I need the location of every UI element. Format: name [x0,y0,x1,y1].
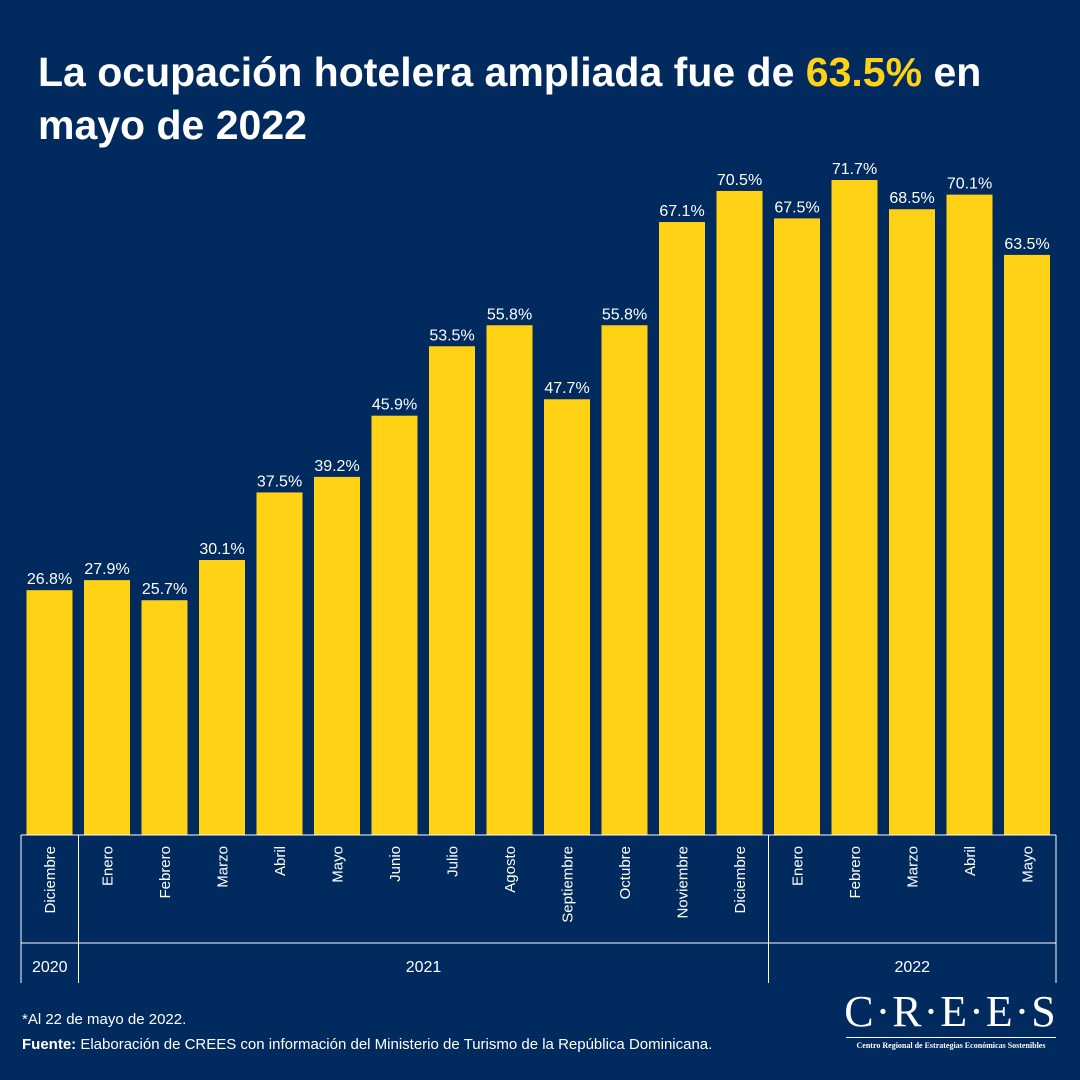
bar-chart: 26.8% Diciembre 27.9% Enero 25.7% Febrero 30.1… [20,161,1057,983]
bar-value-label: 68.5% [889,190,934,207]
month-label: Mayo [329,846,346,883]
year-label: 2021 [406,959,442,976]
bar-value-label: 26.8% [27,571,72,588]
chart-title: La ocupación hotelera ampliada fue de 63… [38,46,1038,152]
bar-value-label: 70.5% [717,172,762,189]
bar-value-label: 71.7% [832,161,877,178]
bar [716,190,763,835]
bar [84,580,130,835]
source-text: Elaboración de CREES con información del… [76,1036,713,1053]
bar [256,492,303,835]
logo-wordmark: C·R·E·E·S [844,987,1058,1036]
year-label: 2020 [32,959,68,976]
bar [1004,254,1050,835]
bar [601,325,648,835]
month-label: Agosto [502,846,519,893]
month-label: Diciembre [42,846,59,914]
bar [831,180,878,835]
month-label: Abril [272,846,289,876]
month-label: Febrero [157,846,174,899]
month-label: Marzo [214,846,231,888]
bar-value-label: 25.7% [142,581,187,598]
bar-value-label: 63.5% [1004,236,1049,253]
month-label: Enero [789,846,806,886]
title-part2: en mayo de 2022 [38,49,982,148]
month-label: Febrero [847,846,864,899]
footnote: *Al 22 de mayo de 2022. [22,1011,187,1028]
source-note: Fuente: Elaboración de CREES con informa… [22,1036,712,1053]
bar-value-label: 67.5% [774,199,819,216]
bar-value-label: 27.9% [84,561,129,578]
bar [486,325,533,835]
month-label: Abril [962,846,979,876]
bar [659,222,705,835]
bar-value-label: 45.9% [372,397,417,414]
bar [544,399,590,835]
bar-value-label: 55.8% [487,306,532,323]
bar-value-label: 30.1% [199,541,244,558]
bar [314,476,360,835]
month-label: Mayo [1019,846,1036,883]
month-label: Noviembre [674,846,691,919]
month-label: Julio [444,846,461,877]
bar [774,218,820,836]
bar-value-label: 53.5% [429,327,474,344]
bar [141,600,188,835]
month-label: Octubre [617,846,634,899]
bar [371,415,418,835]
bar-value-label: 37.5% [257,473,302,490]
bar-value-label: 55.8% [602,306,647,323]
bar-value-label: 67.1% [659,203,704,220]
logo-divider [846,1037,1056,1038]
month-label: Septiembre [559,846,576,923]
month-label: Enero [99,846,116,886]
month-label: Junio [387,846,404,882]
bar [429,346,475,835]
title-highlight: 63.5% [805,49,923,95]
bar-value-label: 70.1% [947,176,992,193]
logo-subtitle: Centro Regional de Estrategias Económica… [856,1041,1046,1050]
month-label: Marzo [904,846,921,888]
crees-logo: C·R·E·E·S Centro Regional de Estrategias… [842,988,1060,1054]
bar [199,560,245,835]
title-part1: La ocupación hotelera ampliada fue de [38,49,806,95]
bar-value-label: 47.7% [544,380,589,397]
bar [889,209,935,835]
year-label: 2022 [894,959,930,976]
bar-value-label: 39.2% [314,458,359,475]
bar [26,590,73,835]
source-label: Fuente: [22,1036,77,1053]
month-label: Diciembre [732,846,749,914]
bar [946,194,993,835]
